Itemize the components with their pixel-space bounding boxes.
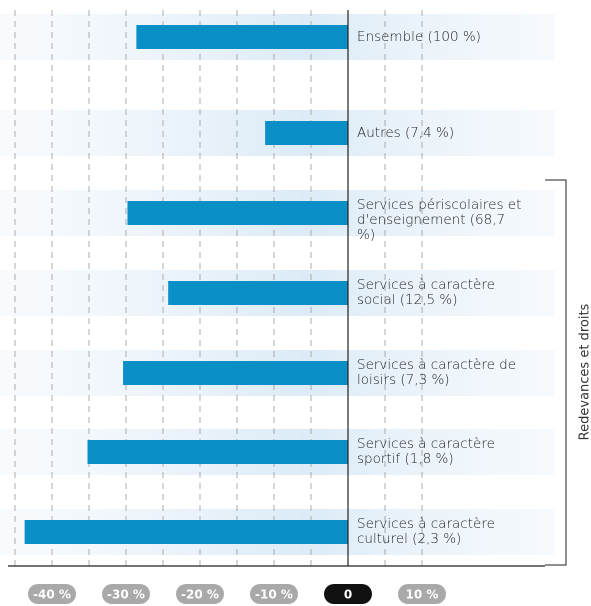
bar (123, 361, 348, 385)
x-tick-label: -30 % (107, 588, 145, 602)
category-label: Services à caractère de loisirs (7,3 %) (357, 357, 517, 388)
x-tick-label: 0 (344, 588, 352, 602)
x-tick-mark (324, 584, 372, 604)
bar (265, 121, 348, 145)
bar (168, 281, 348, 305)
category-label: Autres (7,4 %) (357, 124, 455, 141)
x-tick-label: 10 % (406, 588, 439, 602)
bar (136, 25, 348, 49)
category-label: Ensemble (100 %) (357, 28, 481, 45)
x-tick-mark (250, 584, 298, 604)
category-label: Services à caractère culturel (2,3 %) (357, 516, 495, 547)
category-label: Services à caractère sportif (1,8 %) (357, 436, 495, 467)
x-tick-mark (102, 584, 150, 604)
x-tick-mark (28, 584, 76, 604)
x-tick-label: -10 % (255, 588, 293, 602)
x-tick-label: -40 % (33, 588, 71, 602)
bar (87, 440, 349, 464)
category-label: Services périscolaires et d'enseignement… (357, 197, 522, 243)
x-tick-label: -20 % (181, 588, 219, 602)
x-tick-mark (398, 584, 446, 604)
category-label: Services à caractère social (12,5 %) (357, 277, 495, 308)
x-tick-mark (176, 584, 224, 604)
group-bracket (545, 179, 567, 566)
bar (24, 520, 349, 544)
bar (127, 201, 348, 225)
group-label: Redevances et droits (578, 303, 591, 440)
